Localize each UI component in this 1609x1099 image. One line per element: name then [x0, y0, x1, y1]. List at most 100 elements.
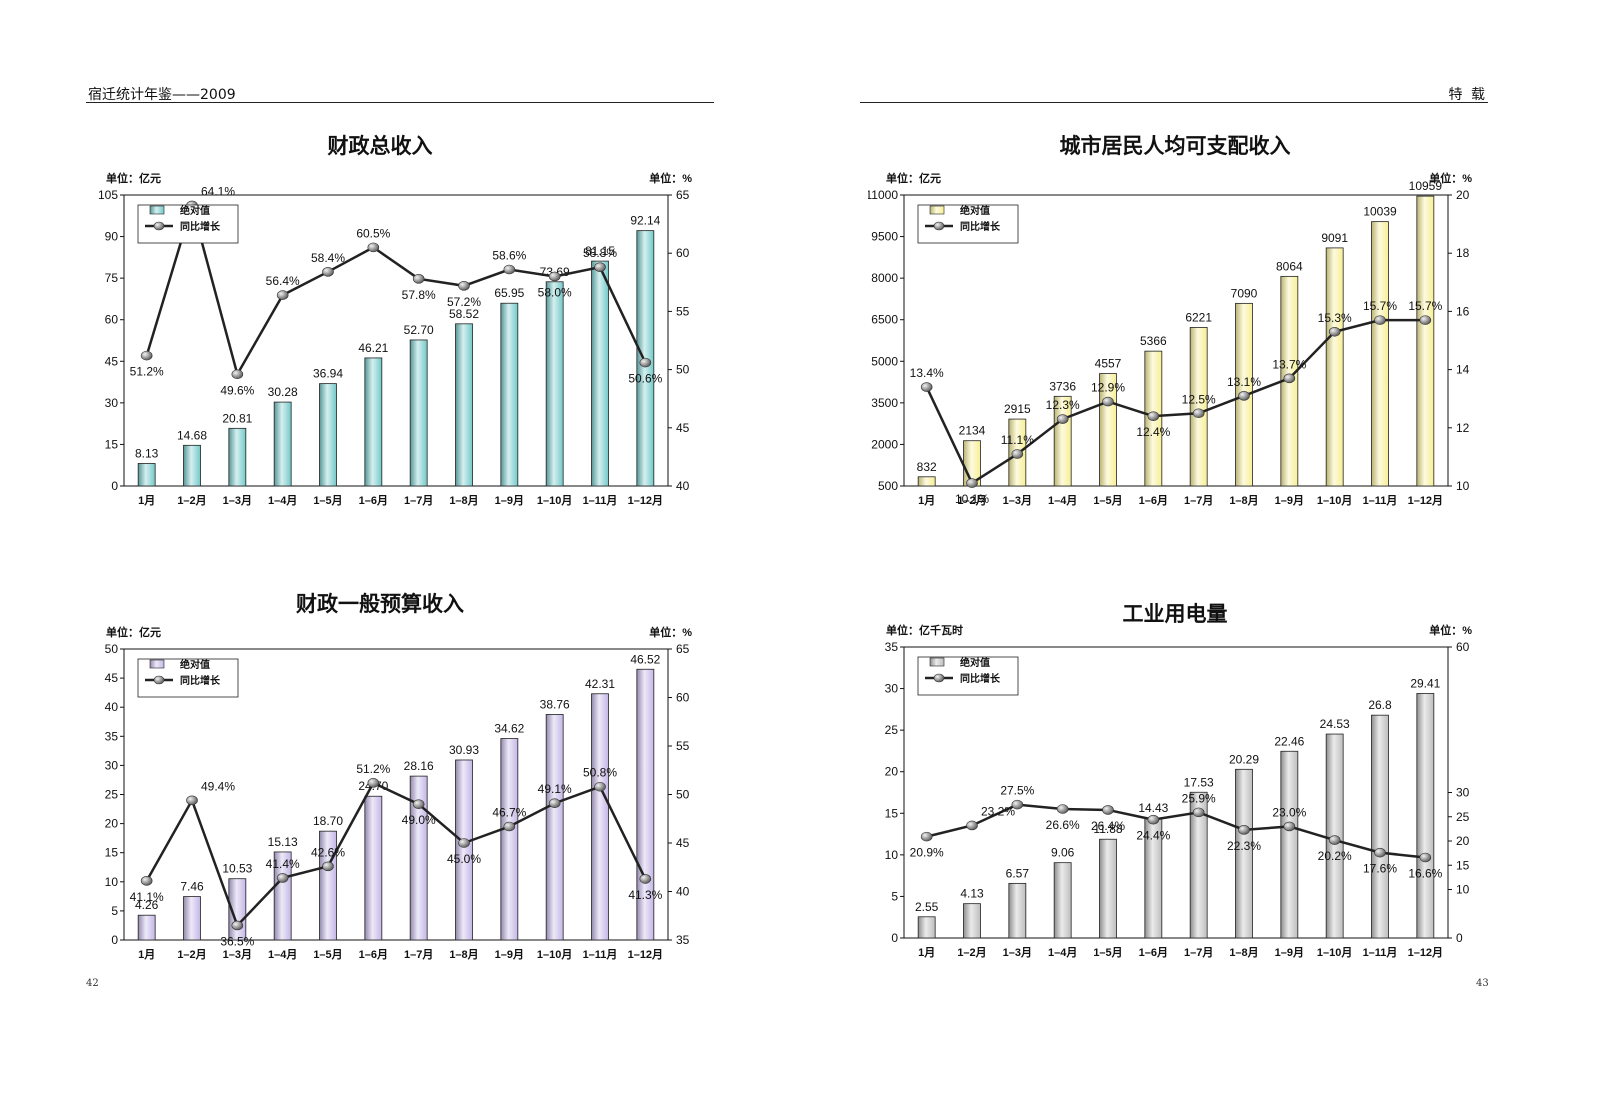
left-tick-label: 0: [111, 479, 118, 493]
chart-svg: 单位：亿元 单位：% 500 2000 3500 5000 6500 8000 9500 1100…: [868, 171, 1472, 507]
growth-value-label: 12.3%: [1046, 398, 1080, 412]
growth-point: [639, 357, 652, 368]
category-label: 1–4月: [1048, 494, 1077, 507]
category-label: 1–5月: [313, 494, 342, 507]
bar-value-label: 14.68: [177, 428, 207, 442]
bar: [1371, 221, 1389, 487]
chart-industrial-power: 单位：亿千瓦时 单位：% 0 5 10 15 20 25 30 35 0 10 15 20 25 30 60 2.…: [868, 620, 1528, 1010]
legend-bar-swatch: [149, 659, 165, 669]
left-tick-label: 5: [111, 904, 118, 918]
growth-point: [231, 920, 244, 931]
growth-value-label: 58.8%: [583, 246, 617, 260]
growth-point: [920, 382, 933, 392]
growth-point: [1056, 804, 1069, 814]
header-rule-right: [860, 102, 1488, 103]
left-tick-label: 5: [891, 889, 898, 903]
bar-value-label: 3736: [1049, 379, 1076, 393]
chart-title-industrial-power: 工业用电量: [1122, 602, 1228, 626]
bar: [1053, 862, 1072, 939]
left-tick-label: 15: [105, 437, 119, 451]
right-tick-label: 10: [1456, 883, 1470, 897]
growth-value-label: 60.5%: [356, 226, 390, 240]
right-tick-label: 55: [676, 304, 690, 318]
right-tick-label: 18: [1456, 246, 1470, 260]
growth-value-label: 57.2%: [447, 295, 481, 309]
bar: [1416, 693, 1435, 939]
category-label: 1月: [138, 494, 155, 507]
growth-point: [1147, 411, 1160, 421]
growth-value-label: 27.5%: [1000, 784, 1034, 798]
growth-value-label: 12.9%: [1091, 381, 1125, 395]
growth-value-label: 13.1%: [1227, 375, 1261, 389]
legend-bar-swatch: [929, 205, 945, 215]
category-label: 1–8月: [449, 494, 478, 507]
bar-value-label: 4.13: [960, 887, 984, 901]
chart-title-fiscal-budget: 财政一般预算收入: [296, 592, 464, 616]
left-tick-label: 50: [105, 642, 119, 656]
bar: [409, 775, 428, 941]
bar-value-label: 10.53: [222, 862, 252, 876]
growth-value-label: 41.4%: [266, 857, 300, 871]
left-tick-label: 25: [885, 723, 899, 737]
category-label: 1–7月: [404, 948, 433, 961]
category-label: 1月: [138, 948, 155, 961]
growth-point: [276, 873, 289, 883]
growth-value-label: 20.2%: [1318, 849, 1352, 863]
bar: [1371, 714, 1389, 939]
legend-label-growth: 同比增长: [960, 220, 1001, 233]
bar-value-label: 4557: [1095, 357, 1122, 371]
growth-value-label: 26.4%: [1091, 819, 1125, 833]
growth-value-label: 56.4%: [266, 274, 300, 288]
right-tick-label: 40: [676, 479, 690, 493]
growth-point: [1328, 326, 1341, 337]
category-label: 1–12月: [628, 948, 663, 961]
growth-point: [231, 369, 244, 380]
left-tick-label: 0: [891, 931, 898, 945]
bar-value-label: 36.94: [313, 367, 343, 381]
right-unit-label: 单位：%: [1429, 171, 1472, 185]
category-label: 1–12月: [1408, 494, 1443, 507]
left-tick-label: 45: [105, 354, 119, 368]
chart-svg: 单位：亿千瓦时 单位：% 0 5 10 15 20 25 30 35 0 10 15 20 25 30 60 2.…: [885, 623, 1473, 959]
bar-value-label: 6221: [1185, 310, 1212, 324]
category-label: 1–8月: [1229, 946, 1258, 959]
growth-value-label: 50.8%: [583, 766, 617, 780]
bar: [455, 323, 473, 487]
left-tick-label: 40: [105, 700, 119, 714]
legend-label-absolute: 绝对值: [180, 658, 210, 671]
legend-label-absolute: 绝对值: [180, 204, 210, 217]
growth-point: [1419, 315, 1432, 325]
category-label: 1–5月: [1093, 946, 1122, 959]
growth-point: [1147, 814, 1160, 825]
growth-value-label: 58.6%: [492, 248, 526, 262]
left-tick-label: 500: [878, 479, 898, 493]
left-tick-label: 35: [105, 729, 119, 743]
bar-value-label: 10039: [1363, 205, 1397, 219]
bar: [1189, 791, 1208, 939]
bar-value-label: 28.16: [404, 759, 434, 773]
growth-value-label: 13.7%: [1272, 357, 1306, 371]
bar-value-label: 92.14: [630, 214, 660, 228]
growth-point: [920, 831, 933, 842]
bar: [917, 476, 936, 487]
bar-value-label: 34.62: [494, 722, 524, 736]
growth-value-label: 64.1%: [201, 184, 235, 198]
page-number-left: 42: [86, 978, 99, 989]
right-unit-label: 单位：%: [1429, 623, 1472, 637]
growth-point: [1419, 852, 1432, 863]
growth-value-label: 57.8%: [402, 288, 436, 302]
growth-point: [458, 280, 470, 291]
bar-value-label: 18.70: [313, 814, 343, 828]
right-tick-label: 50: [676, 788, 690, 802]
right-tick-label: 20: [1456, 188, 1470, 202]
growth-value-label: 20.9%: [910, 846, 944, 860]
growth-point: [966, 478, 978, 488]
bar-value-label: 38.76: [540, 697, 570, 711]
category-label: 1–8月: [449, 948, 478, 961]
bar: [591, 260, 609, 487]
growth-point: [594, 781, 606, 792]
growth-value-label: 12.5%: [1182, 392, 1216, 406]
right-tick-label: 65: [676, 188, 690, 202]
